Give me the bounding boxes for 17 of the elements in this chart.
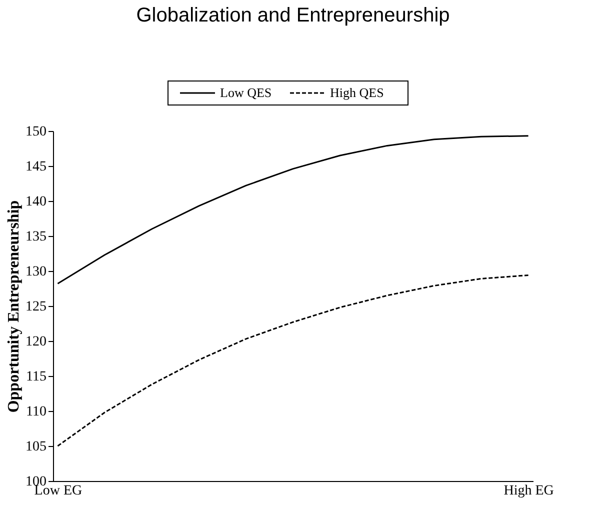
y-tick-label: 140 [26,194,46,210]
line-series [56,135,530,284]
y-tick-label: 115 [26,370,46,384]
y-tick-label: 110 [26,404,46,420]
chart-title: Globalization and Entrepreneurship [136,4,450,26]
y-axis-title: Opportunity Entrepreneurship [6,200,22,413]
y-tick-label: 145 [26,160,46,174]
y-tick-label: 105 [26,440,46,454]
legend-label: Low QES [220,85,272,100]
line-series [56,274,530,447]
y-tick-label: 120 [26,334,46,350]
y-tick-label: 125 [26,300,46,314]
legend-label: High QES [330,85,384,100]
x-tick-label: High EG [504,484,554,498]
y-tick-label: 150 [26,124,46,140]
y-tick-label: 135 [26,230,46,244]
y-tick-label: 130 [26,264,46,280]
